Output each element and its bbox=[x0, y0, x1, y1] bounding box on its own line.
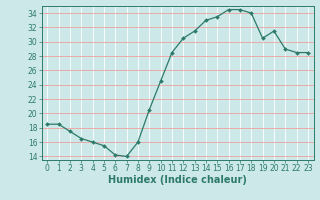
X-axis label: Humidex (Indice chaleur): Humidex (Indice chaleur) bbox=[108, 175, 247, 185]
